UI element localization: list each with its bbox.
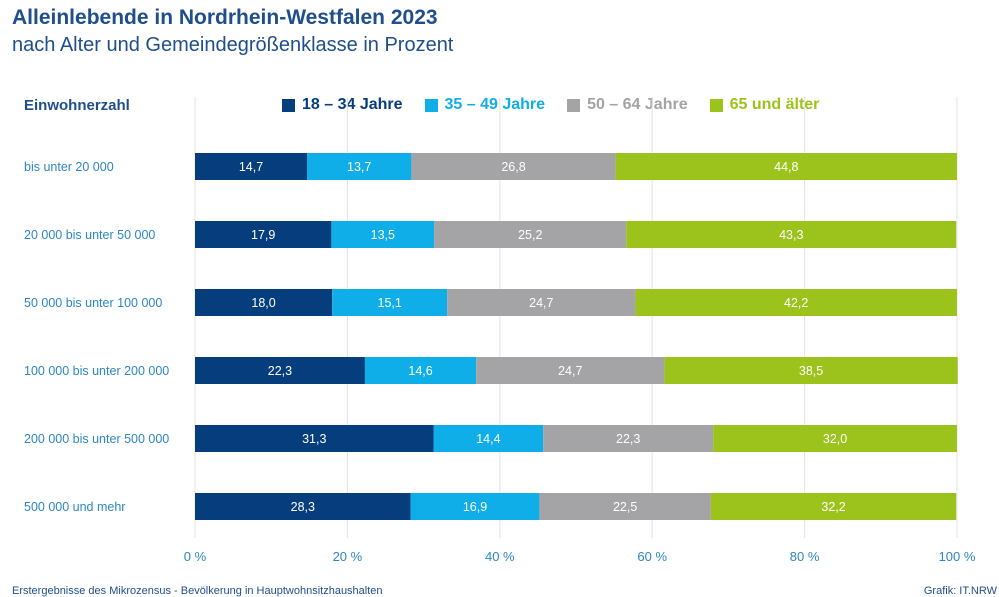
x-tick-label-100: 100 % — [939, 549, 976, 564]
x-tick-label-80: 80 % — [790, 549, 820, 564]
data-label: 42,2 — [784, 296, 808, 310]
data-label: 16,9 — [463, 500, 487, 514]
bar-segment — [543, 425, 714, 452]
bar-segment — [713, 425, 957, 452]
data-label: 18,0 — [251, 296, 275, 310]
data-label: 32,0 — [823, 432, 847, 446]
source-note: Erstergebnisse des Mikrozensus - Bevölke… — [12, 585, 383, 597]
bar-segment — [195, 357, 365, 384]
bar-segment — [195, 221, 332, 248]
legend-label-35-49: 35 – 49 Jahre — [444, 96, 546, 113]
category-label: 200 000 bis unter 500 000 — [24, 432, 169, 446]
data-label: 31,3 — [302, 432, 326, 446]
x-tick-label-20: 20 % — [333, 549, 363, 564]
category-label: bis unter 20 000 — [24, 160, 114, 174]
data-label: 14,4 — [476, 432, 500, 446]
legend-swatch-65-plus — [709, 98, 723, 112]
legend-label-50-64: 50 – 64 Jahre — [587, 96, 688, 113]
bar-segment — [615, 153, 957, 180]
data-label: 24,7 — [529, 296, 553, 310]
x-tick-label-40: 40 % — [485, 549, 515, 564]
category-label: 50 000 bis unter 100 000 — [24, 296, 162, 310]
legend-label-65-plus: 65 und älter — [729, 96, 820, 113]
graphic-credit: Grafik: IT.NRW — [923, 585, 997, 597]
data-label: 17,9 — [251, 228, 275, 242]
data-label: 43,3 — [779, 228, 803, 242]
legend: 18 – 34 Jahre 35 – 49 Jahre 50 – 64 Jahr… — [282, 96, 841, 114]
bar-segment — [434, 221, 627, 248]
data-label: 22,5 — [613, 500, 637, 514]
legend-item-35-49: 35 – 49 Jahre — [424, 96, 546, 114]
bar-segment — [433, 425, 544, 452]
chart-title: Alleinlebende in Nordrhein-Westfalen 202… — [12, 6, 438, 29]
data-label: 13,5 — [371, 228, 395, 242]
data-label: 15,1 — [378, 296, 402, 310]
bar-segment — [710, 493, 957, 520]
legend-item-50-64: 50 – 64 Jahre — [567, 96, 688, 114]
legend-item-18-34: 18 – 34 Jahre — [282, 96, 403, 114]
x-tick-label-60: 60 % — [637, 549, 667, 564]
bar-segment — [410, 493, 540, 520]
data-label: 44,8 — [774, 160, 798, 174]
bar-segment — [447, 289, 636, 316]
category-label: 20 000 bis unter 50 000 — [24, 228, 155, 242]
data-label: 25,2 — [518, 228, 542, 242]
bar-segment — [635, 289, 957, 316]
bar-segment — [195, 289, 333, 316]
data-label: 38,5 — [799, 364, 823, 378]
data-label: 32,2 — [821, 500, 845, 514]
legend-swatch-18-34 — [282, 98, 295, 112]
data-label: 26,8 — [501, 160, 525, 174]
chart-subtitle: nach Alter und Gemeindegrößenklasse in P… — [12, 34, 454, 56]
x-tick-label-0: 0 % — [184, 549, 207, 564]
bar-segment — [195, 153, 308, 180]
bar-segment — [539, 493, 711, 520]
bar-segment — [626, 221, 957, 248]
data-label: 22,3 — [268, 364, 292, 378]
bar-segment — [331, 221, 435, 248]
bar-segment — [411, 153, 616, 180]
legend-swatch-35-49 — [424, 98, 438, 112]
category-label: 500 000 und mehr — [24, 500, 125, 514]
data-label: 14,7 — [239, 160, 263, 174]
data-label: 24,7 — [558, 364, 582, 378]
bar-segment — [195, 425, 434, 452]
bar-segment — [332, 289, 448, 316]
bar-segment — [364, 357, 477, 384]
legend-item-65-plus: 65 und älter — [709, 96, 820, 114]
bar-segment — [664, 357, 958, 384]
bar-segment — [195, 493, 411, 520]
category-axis-title: Einwohnerzahl — [24, 97, 130, 114]
bar-segment — [307, 153, 412, 180]
category-label: 100 000 bis unter 200 000 — [24, 364, 169, 378]
legend-label-18-34: 18 – 34 Jahre — [302, 96, 403, 113]
legend-swatch-50-64 — [567, 98, 581, 112]
bar-segment — [476, 357, 665, 384]
data-label: 13,7 — [347, 160, 371, 174]
data-label: 22,3 — [616, 432, 640, 446]
data-label: 14,6 — [408, 364, 432, 378]
data-label: 28,3 — [291, 500, 315, 514]
